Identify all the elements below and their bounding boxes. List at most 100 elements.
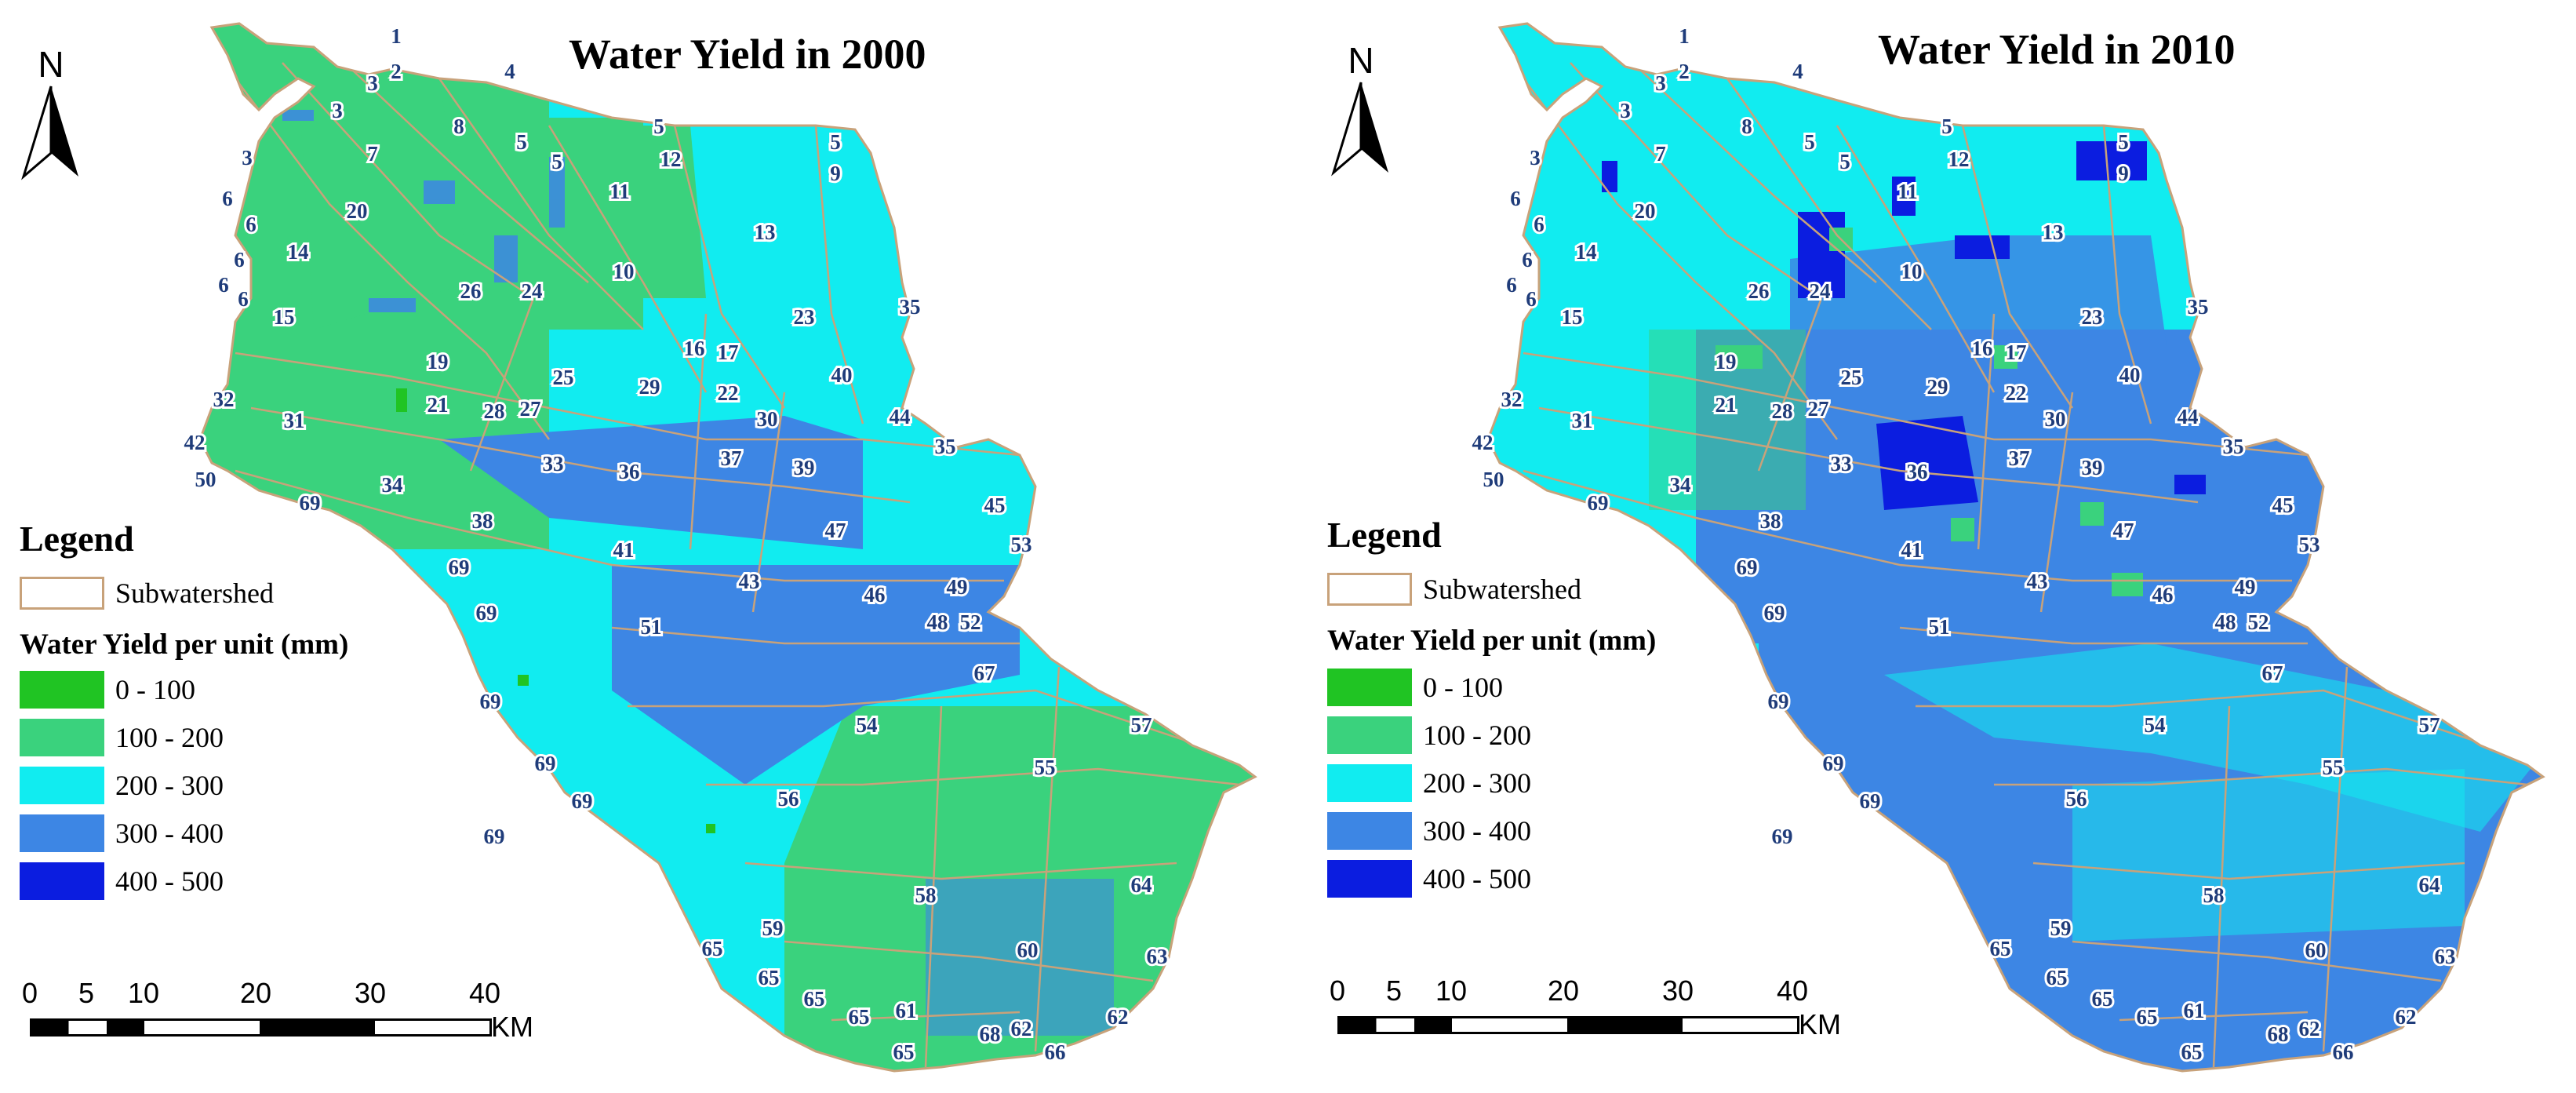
legend-class-label: 300 - 400: [1423, 815, 1531, 847]
subwatershed-label: 52: [2248, 610, 2269, 634]
subwatershed-label: 69: [449, 556, 470, 579]
subwatershed-label: 65: [2092, 987, 2113, 1011]
boundary-swatch: [1327, 573, 1412, 606]
subwatershed-label: 6: [234, 248, 245, 271]
subwatershed-label: 65: [1990, 937, 2011, 960]
subwatershed-label: 3: [242, 146, 253, 169]
legend-class: 300 - 400: [1327, 812, 1531, 850]
subwatershed-label: 50: [195, 468, 216, 491]
subwatershed-label: 64: [2419, 873, 2440, 897]
subwatershed-label: 5: [551, 150, 562, 173]
subwatershed-label: 47: [2113, 519, 2134, 542]
subwatershed-label: 15: [1562, 305, 1583, 329]
subwatershed-label: 65: [893, 1040, 915, 1064]
subwatershed-label: 40: [2119, 363, 2141, 387]
subwatershed-label: 5: [1839, 150, 1850, 173]
subwatershed-label: 48: [927, 610, 948, 634]
subwatershed-label: 65: [2047, 966, 2068, 989]
subwatershed-label: 35: [935, 435, 956, 458]
subwatershed-label: 5: [1804, 130, 1815, 154]
subwatershed-label: 62: [1011, 1017, 1032, 1040]
subwatershed-label: 56: [2066, 787, 2087, 811]
subwatershed-label: 13: [2043, 220, 2064, 244]
subwatershed-label: 69: [484, 825, 505, 848]
legend-swatch: [20, 767, 104, 804]
subwatershed-label: 6: [1510, 187, 1521, 210]
subwatershed-label: 5: [516, 130, 527, 154]
subwatershed-label: 48: [2215, 610, 2236, 634]
legend-boundary: Subwatershed: [1327, 573, 1581, 606]
subwatershed-label: 11: [609, 180, 630, 203]
subwatershed-label: 6: [1526, 287, 1537, 311]
legend-swatch: [20, 814, 104, 852]
subwatershed-label: 68: [2268, 1022, 2289, 1046]
subwatershed-label: 61: [2184, 999, 2205, 1022]
subwatershed-label: 43: [739, 570, 760, 593]
subwatershed-label: 66: [1045, 1040, 1066, 1064]
legend-swatch: [20, 719, 104, 756]
legend-boundary: Subwatershed: [20, 577, 274, 610]
legend-subtitle: Water Yield per unit (mm): [20, 628, 349, 661]
subwatershed-label: 53: [1011, 533, 1032, 556]
subwatershed-label: 35: [2188, 295, 2209, 319]
subwatershed-label: 54: [2145, 713, 2166, 737]
subwatershed-label: 49: [2235, 575, 2256, 599]
subwatershed-label: 36: [1907, 460, 1928, 483]
subwatershed-label: 42: [184, 431, 206, 454]
legend-class: 100 - 200: [1327, 716, 1531, 754]
subwatershed-label: 69: [572, 789, 593, 813]
subwatershed-label: 23: [794, 305, 815, 329]
legend-title: Legend: [1327, 515, 1442, 555]
subwatershed-label: 21: [1716, 393, 1737, 417]
legend-class: 300 - 400: [20, 814, 224, 852]
legend-class-label: 400 - 500: [1423, 863, 1531, 894]
subwatershed-label: 6: [1506, 273, 1517, 297]
subwatershed-label: 51: [1929, 615, 1950, 639]
legend-class: 200 - 300: [20, 767, 224, 804]
legend-class-label: 0 - 100: [115, 674, 195, 705]
subwatershed-label: 16: [684, 337, 705, 360]
subwatershed-label: 46: [2152, 583, 2174, 607]
subwatershed-label: 31: [284, 409, 305, 432]
subwatershed-label: 29: [639, 375, 660, 399]
subwatershed-label: 13: [755, 220, 776, 244]
subwatershed-label: 63: [2435, 945, 2456, 968]
subwatershed-label: 23: [2082, 305, 2103, 329]
subwatershed-label: 62: [2299, 1017, 2320, 1040]
legend-swatch: [20, 671, 104, 709]
subwatershed-label: 69: [1823, 752, 1844, 775]
subwatershed-label: 1: [1679, 24, 1690, 48]
subwatershed-label: 28: [484, 399, 505, 423]
scale-tick-label: 10: [128, 977, 160, 1009]
subwatershed-label: 39: [2082, 456, 2103, 479]
subwatershed-label: 69: [1860, 789, 1881, 813]
subwatershed-label: 68: [980, 1022, 1001, 1046]
legend-boundary-label: Subwatershed: [1423, 574, 1581, 605]
subwatershed-label: 69: [535, 752, 556, 775]
subwatershed-label: 59: [2050, 916, 2072, 940]
subwatershed-label: 6: [246, 213, 257, 236]
subwatershed-label: 50: [1483, 468, 1504, 491]
subwatershed-label: 4: [1792, 60, 1803, 83]
legend-class-label: 100 - 200: [115, 722, 224, 753]
subwatershed-label: 24: [522, 279, 543, 303]
subwatershed-label: 5: [1941, 115, 1952, 138]
scale-tick-label: 40: [1777, 975, 1809, 1007]
subwatershed-label: 45: [984, 494, 1006, 517]
subwatershed-label: 69: [1768, 690, 1789, 713]
subwatershed-label: 9: [2118, 162, 2129, 185]
subwatershed-label: 58: [2203, 884, 2225, 907]
subwatershed-label: 65: [849, 1005, 870, 1029]
subwatershed-label: 10: [613, 260, 635, 283]
subwatershed-label: 67: [974, 661, 995, 685]
subwatershed-label: 9: [830, 162, 841, 185]
subwatershed-label: 51: [641, 615, 662, 639]
subwatershed-label: 6: [1534, 213, 1545, 236]
subwatershed-label: 63: [1147, 945, 1168, 968]
subwatershed-label: 25: [553, 366, 574, 389]
subwatershed-label: 7: [1655, 142, 1666, 166]
subwatershed-label: 43: [2027, 570, 2048, 593]
subwatershed-label: 28: [1772, 399, 1793, 423]
